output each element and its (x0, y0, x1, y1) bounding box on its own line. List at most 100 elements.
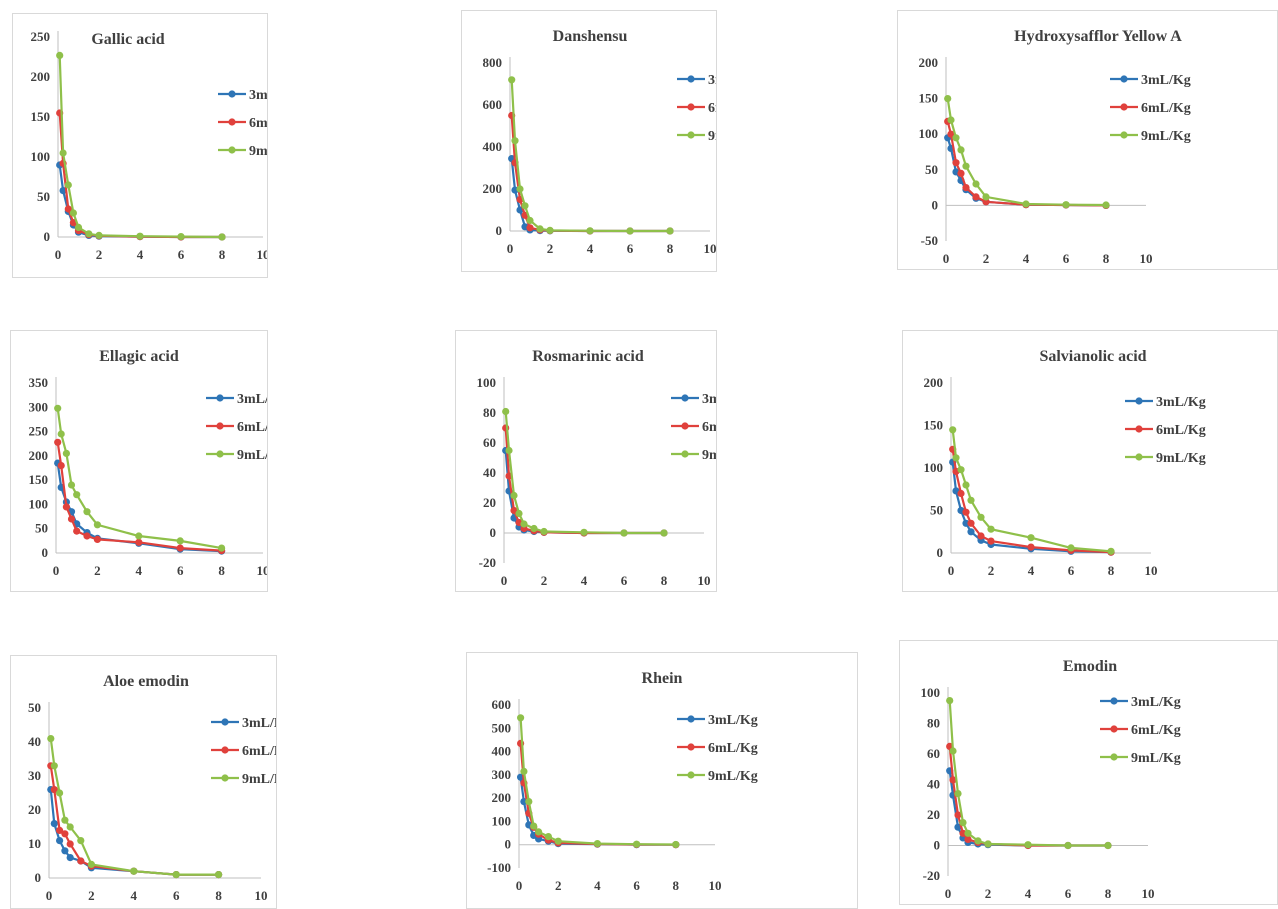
y-tick-label: 150 (31, 109, 51, 124)
y-tick-label: 200 (492, 790, 512, 805)
x-tick-label: 2 (88, 888, 95, 903)
y-tick-label: 0 (490, 525, 497, 540)
x-tick-label: 4 (587, 241, 594, 256)
x-tick-label: 4 (1023, 251, 1030, 266)
y-tick-label: 100 (919, 126, 939, 141)
data-point (95, 231, 103, 239)
y-tick-label: 600 (483, 97, 503, 112)
legend-swatch-marker (1110, 697, 1118, 705)
y-tick-label: -100 (487, 860, 511, 875)
data-point (61, 816, 69, 824)
data-point (1022, 200, 1030, 208)
data-point (946, 697, 954, 705)
legend-label: 3mL/Kg (708, 713, 758, 728)
data-point (526, 216, 534, 225)
legend-label: 3mL/Kg (1141, 73, 1191, 88)
data-point (954, 790, 962, 798)
data-point (962, 162, 970, 170)
data-point (957, 466, 965, 474)
y-tick-label: -20 (479, 555, 496, 570)
data-point (56, 789, 64, 797)
data-point (56, 826, 64, 834)
data-point (672, 840, 680, 849)
data-point (949, 776, 957, 784)
x-tick-label: 8 (218, 563, 225, 578)
series-line (510, 158, 670, 233)
data-point (526, 224, 534, 232)
data-point (83, 532, 91, 540)
data-point (520, 767, 528, 775)
y-tick-label: 0 (932, 197, 939, 212)
data-point (135, 532, 143, 540)
data-point (1064, 841, 1072, 850)
x-tick-label: 10 (709, 878, 722, 893)
y-tick-label: 400 (483, 139, 503, 154)
series-line (56, 442, 222, 552)
data-point (50, 820, 58, 828)
x-tick-label: 8 (673, 878, 680, 893)
line-chart: Rhein -100 0 100 200 300 400 500 600 0 2 4 6 8 10 3mL/K… (487, 670, 758, 893)
chart-title: Aloe emodin (103, 673, 189, 690)
legend-label: 6mL/Kg (242, 744, 276, 759)
series-line (519, 717, 676, 846)
chart-title: Hydroxysafflor Yellow A (1014, 28, 1182, 45)
line-chart: Salvianolic acid 0 50 100 150 200 0 2 4 6 8 10 3mL/K… (924, 348, 1206, 578)
data-point (544, 833, 552, 841)
data-point (177, 233, 185, 241)
x-tick-label: 6 (1065, 886, 1072, 901)
y-tick-label: 20 (483, 495, 496, 510)
line-chart: Emodin -20 0 20 40 60 80 100 0 2 4 6 8 10 3mL/Kg 6mL/Kg… (921, 658, 1181, 901)
series-line (504, 450, 664, 535)
data-point (952, 134, 960, 142)
data-point (511, 137, 519, 145)
y-tick-label: 10 (28, 836, 41, 851)
data-point (135, 538, 143, 546)
x-tick-label: 8 (661, 573, 668, 588)
chart-panel-aloe-emodin: Aloe emodin 0 10 20 30 40 50 0 2 4 6 8 10 3mL/Kg 6mL/K… (10, 655, 277, 909)
x-tick-label: 10 (255, 888, 268, 903)
x-tick-label: 2 (547, 241, 554, 256)
legend-label: 6mL/Kg (249, 116, 267, 131)
data-point (64, 205, 72, 213)
chart-title: Gallic acid (91, 31, 164, 48)
y-tick-label: 0 (35, 870, 42, 885)
data-point (176, 544, 184, 552)
data-point (520, 520, 528, 528)
data-point (517, 714, 525, 722)
series-line (49, 789, 219, 876)
data-point (67, 515, 76, 523)
data-point (957, 169, 965, 177)
y-tick-label: 50 (925, 162, 938, 177)
legend-label: 6mL/Kg (708, 101, 716, 116)
chart-panel-rosmarinic-acid: Rosmarinic acid -20 0 20 40 60 80 100 0 2 4 6 8 10 3mL… (455, 330, 717, 592)
series-line (510, 115, 670, 233)
series-line (948, 770, 1108, 847)
y-tick-label: 40 (483, 465, 496, 480)
y-tick-label: 200 (29, 448, 49, 463)
line-chart: Danshensu 0 200 400 600 800 0 2 4 6 8 10 3mL/Kg 6mL/K… (483, 28, 717, 256)
x-tick-label: 4 (131, 888, 138, 903)
legend-swatch-marker (1135, 425, 1143, 433)
data-point (85, 230, 93, 238)
x-tick-label: 0 (507, 241, 514, 256)
legend-swatch-marker (216, 422, 224, 430)
legend-swatch-marker (1135, 453, 1143, 461)
x-tick-label: 4 (1025, 886, 1032, 901)
series-line (519, 743, 676, 846)
x-tick-label: 0 (501, 573, 508, 588)
line-chart: Ellagic acid 0 50 100 150 200 250 300 350 0 2 4 6 8 10… (29, 348, 268, 578)
data-point (93, 521, 101, 529)
data-point (987, 537, 995, 545)
x-tick-label: 8 (1105, 886, 1112, 901)
data-point (87, 860, 95, 868)
data-point (957, 489, 965, 498)
y-tick-label: 50 (930, 503, 943, 518)
data-point (74, 223, 83, 231)
x-tick-label: 2 (985, 886, 992, 901)
data-point (967, 519, 975, 527)
data-point (50, 786, 58, 794)
y-tick-label: 150 (919, 91, 939, 106)
data-point (954, 811, 962, 819)
data-point (967, 528, 975, 536)
series-line (946, 98, 1107, 207)
